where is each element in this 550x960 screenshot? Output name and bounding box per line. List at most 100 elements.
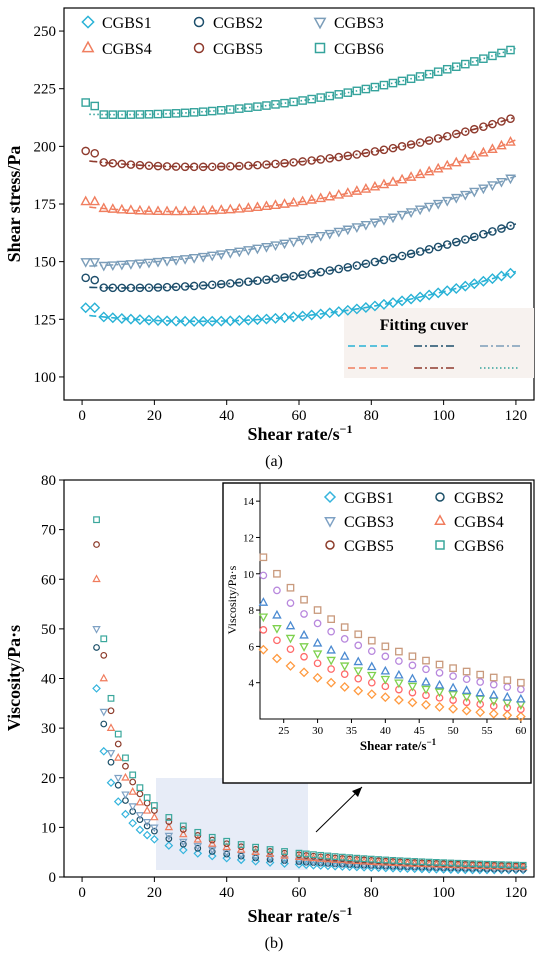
- x-tick-label: 40: [219, 408, 234, 424]
- data-point: [468, 861, 477, 869]
- inset-data-point: [367, 671, 377, 681]
- data-point: [170, 256, 182, 266]
- data-point: [280, 273, 289, 282]
- inset-data-point: [462, 675, 471, 684]
- data-point: [100, 651, 108, 659]
- data-point: [488, 51, 497, 61]
- inset-y-axis-title: Viscosity/Pa·s: [225, 565, 239, 634]
- data-point: [262, 101, 271, 110]
- data-point: [478, 146, 489, 157]
- y-tick-label: 10: [41, 820, 56, 836]
- data-point: [134, 204, 146, 215]
- data-point: [316, 155, 325, 164]
- data-point: [496, 139, 507, 150]
- data-point: [343, 262, 353, 272]
- data-point: [106, 750, 116, 758]
- inset-data-point: [422, 656, 430, 665]
- data-point: [423, 165, 435, 176]
- data-point: [144, 283, 154, 292]
- data-point: [316, 93, 325, 102]
- data-point: [432, 199, 444, 210]
- inset-y-tick-label: 6: [249, 641, 255, 653]
- data-point: [482, 861, 492, 870]
- data-point: [280, 98, 289, 108]
- inset-x-tick-label: 55: [481, 725, 493, 737]
- data-point: [378, 298, 390, 310]
- data-point: [432, 162, 444, 173]
- data-point: [307, 156, 316, 165]
- inset-data-point: [299, 667, 309, 678]
- data-point: [153, 109, 163, 119]
- data-point: [417, 859, 427, 868]
- data-point: [81, 146, 90, 156]
- data-point: [476, 860, 484, 868]
- data-point: [143, 799, 151, 807]
- data-point: [360, 301, 372, 313]
- data-point: [360, 183, 372, 193]
- inset-data-point: [258, 644, 269, 655]
- data-point: [432, 287, 444, 299]
- inset-data-point: [393, 695, 404, 705]
- inset-y-tick-label: 10: [243, 569, 255, 581]
- data-point: [180, 108, 190, 118]
- data-point: [235, 104, 244, 113]
- data-point: [207, 280, 217, 290]
- data-point: [382, 856, 390, 864]
- data-point: [98, 261, 110, 272]
- data-point: [224, 315, 236, 327]
- data-point: [215, 250, 227, 261]
- data-point: [197, 315, 209, 327]
- data-point: [506, 45, 515, 55]
- inset-x-tick-label: 60: [515, 725, 527, 737]
- data-point: [193, 843, 203, 851]
- data-point: [379, 255, 389, 265]
- inset-data-point: [353, 656, 364, 666]
- data-point: [165, 818, 173, 825]
- y-tick-label: 200: [34, 139, 57, 155]
- data-point: [387, 297, 399, 309]
- inset-data-point: [273, 569, 281, 578]
- data-point: [114, 730, 122, 738]
- data-point: [253, 102, 262, 111]
- data-point: [461, 235, 470, 244]
- data-point: [370, 147, 380, 156]
- data-point: [262, 275, 271, 284]
- data-point: [252, 843, 260, 851]
- data-point: [136, 790, 144, 798]
- data-point: [216, 162, 226, 171]
- data-point: [396, 295, 408, 307]
- data-point: [136, 816, 144, 824]
- inset-data-point: [272, 609, 282, 619]
- inset-data-point: [516, 693, 526, 703]
- data-point: [150, 834, 159, 844]
- inset-data-point: [503, 703, 512, 712]
- data-point: [170, 315, 182, 327]
- data-point: [117, 159, 127, 169]
- legend-marker: [435, 492, 445, 502]
- data-point: [89, 302, 101, 314]
- inset-data-point: [408, 661, 417, 670]
- panel-a-x-axis-title: Shear rate/s−1: [248, 422, 353, 444]
- inset-data-point: [461, 685, 472, 694]
- data-point: [271, 159, 280, 169]
- data-point: [397, 76, 407, 86]
- data-point: [99, 283, 109, 292]
- data-point: [161, 205, 173, 216]
- data-point: [497, 117, 506, 126]
- legend-marker: [434, 514, 446, 525]
- inset-data-point: [475, 687, 485, 697]
- inset-y-tick-label: 8: [249, 605, 255, 617]
- data-point: [188, 315, 200, 327]
- data-point: [315, 308, 327, 320]
- panel-b-y-ticks: 0 10 20 30 40 50 60 70 80: [41, 473, 64, 886]
- data-point: [461, 860, 469, 867]
- inset-x-tick-label: 25: [278, 725, 290, 737]
- panel-a-y-ticks: 100 125 150 175 200 225 250: [34, 24, 64, 386]
- data-point: [162, 282, 172, 292]
- data-point: [424, 859, 434, 868]
- data-point: [279, 239, 290, 250]
- data-point: [461, 127, 470, 136]
- legend-label: CGBS6: [334, 41, 384, 58]
- data-point: [310, 851, 317, 859]
- data-point: [128, 787, 137, 795]
